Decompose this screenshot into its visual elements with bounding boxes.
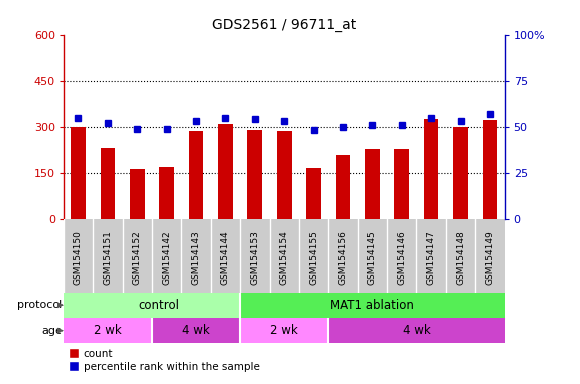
Text: GSM154149: GSM154149 [485,230,494,285]
Bar [188,131,204,219]
Bar [483,120,497,219]
Text: GSM154146: GSM154146 [397,230,406,285]
Text: GSM154143: GSM154143 [191,230,201,285]
Bar [248,130,262,219]
Text: protocol: protocol [17,300,62,310]
Bar [424,119,438,219]
Bar [64,293,240,318]
Text: 4 wk: 4 wk [403,324,430,337]
Bar [218,124,233,219]
Text: GSM154153: GSM154153 [251,230,259,285]
Bar [453,127,468,219]
Text: GSM154152: GSM154152 [133,230,142,285]
Bar [240,293,505,318]
Text: 2 wk: 2 wk [270,324,298,337]
Bar [365,149,380,219]
Text: GSM154144: GSM154144 [221,230,230,285]
Bar [277,131,292,219]
Text: GSM154155: GSM154155 [309,230,318,285]
Bar [100,148,115,219]
Text: GSM154147: GSM154147 [427,230,436,285]
Text: age: age [41,326,62,336]
Bar [394,149,409,219]
Text: GSM154148: GSM154148 [456,230,465,285]
Bar [160,167,174,219]
Text: GSM154156: GSM154156 [339,230,347,285]
Bar [71,127,86,219]
Text: GSM154154: GSM154154 [280,230,289,285]
Bar [306,168,321,219]
Bar [64,318,152,343]
Text: control: control [139,299,180,312]
Bar [240,318,328,343]
Bar [130,169,144,219]
Text: 2 wk: 2 wk [94,324,122,337]
Text: GSM154151: GSM154151 [103,230,113,285]
Legend: count, percentile rank within the sample: count, percentile rank within the sample [69,349,259,372]
Title: GDS2561 / 96711_at: GDS2561 / 96711_at [212,18,356,32]
Text: GSM154145: GSM154145 [368,230,377,285]
Text: GSM154142: GSM154142 [162,230,171,285]
Bar [328,318,505,343]
Text: MAT1 ablation: MAT1 ablation [331,299,414,312]
Bar [336,155,350,219]
Bar [152,318,240,343]
Text: GSM154150: GSM154150 [74,230,83,285]
Text: 4 wk: 4 wk [182,324,210,337]
